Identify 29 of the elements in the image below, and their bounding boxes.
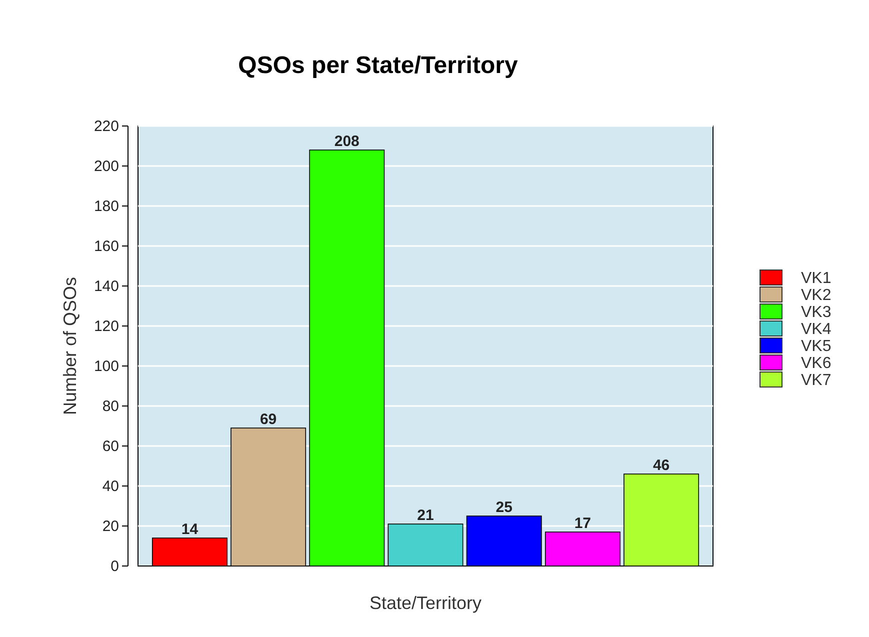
data-label: 208 <box>334 133 360 150</box>
y-tick-label: 140 <box>94 278 119 295</box>
y-tick-label: 160 <box>94 238 119 255</box>
y-tick-label: 20 <box>102 518 119 535</box>
y-tick-label: 220 <box>94 118 119 135</box>
legend-label: VK2 <box>801 287 832 304</box>
y-tick-label: 120 <box>94 318 119 335</box>
data-label: 14 <box>181 521 199 538</box>
x-axis-title: State/Territory <box>369 593 482 613</box>
y-tick-label: 200 <box>94 158 119 175</box>
y-tick-label: 80 <box>102 398 119 415</box>
y-tick-label: 180 <box>94 198 119 215</box>
legend-label: VK7 <box>801 372 832 389</box>
legend-label: VK4 <box>801 321 832 338</box>
data-label: 46 <box>652 457 670 474</box>
chart-title: QSOs per State/Territory <box>238 52 518 79</box>
y-tick-label: 0 <box>110 558 119 575</box>
data-label: 69 <box>260 411 277 428</box>
legend-label: VK6 <box>801 355 832 372</box>
legend-label: VK3 <box>801 304 832 321</box>
data-label: 17 <box>574 515 592 532</box>
y-tick-label: 60 <box>102 438 119 455</box>
legend-label: VK1 <box>801 270 832 287</box>
y-tick-label: 40 <box>102 478 119 495</box>
y-tick-label: 100 <box>94 358 119 375</box>
legend-label: VK5 <box>801 338 832 355</box>
data-label: 21 <box>417 507 434 524</box>
y-axis-title: Number of QSOs <box>60 276 80 416</box>
data-label: 25 <box>496 499 512 516</box>
